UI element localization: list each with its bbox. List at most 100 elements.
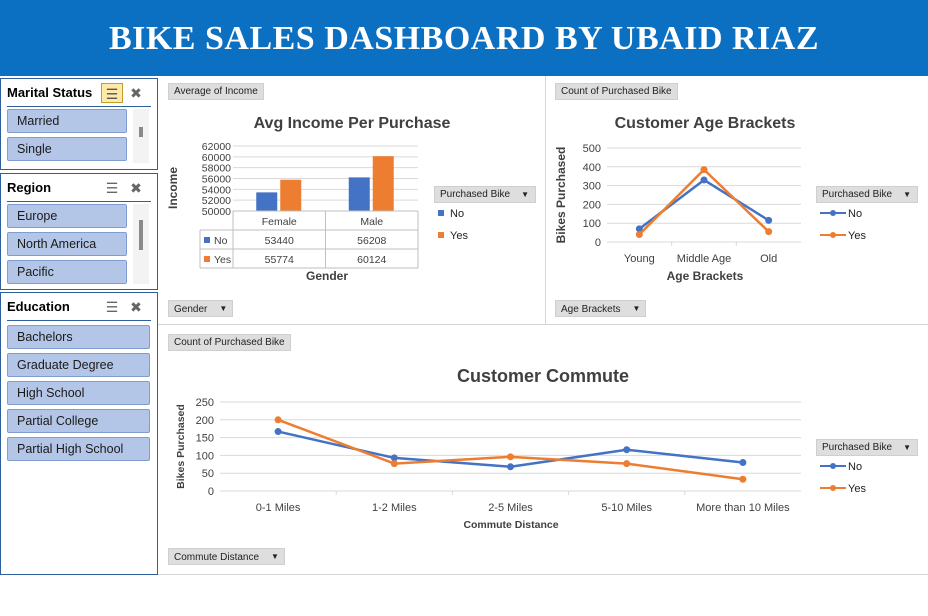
- y-tick-label: 60000: [202, 152, 231, 164]
- multi-select-icon[interactable]: ☰: [105, 180, 119, 196]
- scrollbar[interactable]: [133, 204, 149, 284]
- legend-item-no: No: [820, 208, 862, 220]
- slicer-item-europe[interactable]: Europe: [7, 204, 127, 228]
- legend-swatch-no: [438, 210, 444, 216]
- bar-no-male: [348, 177, 370, 211]
- y-tick-label: 150: [196, 433, 214, 445]
- field-button-count-purchased[interactable]: Count of Purchased Bike: [555, 83, 678, 100]
- slicer-header: Education ☰ ✖: [7, 293, 151, 321]
- data-point-no: [739, 459, 747, 467]
- clear-filter-icon[interactable]: ✖: [130, 85, 142, 101]
- data-label: 56208: [357, 235, 386, 247]
- data-label: 53440: [265, 235, 294, 247]
- slicer-title: Region: [7, 180, 52, 195]
- slicer-item-pacific[interactable]: Pacific: [7, 260, 127, 284]
- data-point-yes: [739, 475, 747, 483]
- legend-filter-purchased-bike[interactable]: Purchased Bike ▼: [434, 186, 536, 203]
- x-tick-label: Old: [760, 253, 777, 265]
- legend-item-yes: Yes: [438, 230, 468, 242]
- table-swatch: [204, 256, 210, 262]
- y-tick-label: 62000: [202, 141, 231, 153]
- x-axis-label: Commute Distance: [463, 519, 558, 531]
- axis-button-age-brackets[interactable]: Age Brackets ▼: [555, 300, 647, 317]
- y-tick-label: 50000: [202, 206, 231, 218]
- axis-button-commute-distance[interactable]: Commute Distance ▼: [168, 548, 285, 565]
- field-button-average-income[interactable]: Average of Income: [168, 83, 264, 100]
- table-row-label: Yes: [214, 254, 231, 266]
- y-tick-label: 0: [208, 486, 214, 498]
- clear-filter-icon[interactable]: ✖: [130, 180, 142, 196]
- x-tick-label: Young: [624, 253, 655, 265]
- x-tick-label: 2-5 Miles: [488, 502, 533, 514]
- slicer-title: Education: [7, 299, 70, 314]
- y-tick-label: 54000: [202, 184, 231, 196]
- data-label: 60124: [357, 254, 386, 266]
- data-point-yes: [274, 416, 282, 424]
- legend-label: Yes: [848, 483, 866, 495]
- chart-title: Customer Age Brackets: [615, 115, 796, 132]
- data-label: 55774: [265, 254, 294, 266]
- legend-item-yes: Yes: [820, 230, 866, 242]
- y-tick-label: 100: [196, 450, 214, 462]
- table-header: Female: [262, 216, 297, 228]
- y-axis-label: Bikes Purchased: [175, 404, 187, 489]
- slicer-item-partial-high-school[interactable]: Partial High School: [7, 437, 150, 461]
- legend-filter-purchased-bike[interactable]: Purchased Bike ▼: [816, 186, 918, 203]
- legend-label: No: [848, 461, 863, 473]
- dashboard-banner: BIKE SALES DASHBOARD BY UBAID RIAZ: [0, 0, 928, 76]
- y-tick-label: 0: [595, 237, 601, 249]
- multi-select-icon[interactable]: ☰: [101, 83, 123, 103]
- y-tick-label: 100: [583, 218, 601, 230]
- slicer-item-partial-college[interactable]: Partial College: [7, 409, 150, 433]
- slicer-education: Education ☰ ✖ Bachelors Graduate Degree …: [0, 292, 158, 575]
- table-row-label: No: [214, 235, 228, 247]
- data-point-yes: [700, 166, 708, 174]
- data-point-yes: [390, 460, 398, 468]
- legend-label: Yes: [848, 230, 866, 242]
- chart-title: Avg Income Per Purchase: [254, 115, 450, 132]
- legend-swatch-yes: [438, 232, 444, 238]
- scrollbar[interactable]: [133, 109, 149, 163]
- slicer-item-high-school[interactable]: High School: [7, 381, 150, 405]
- slicer-item-single[interactable]: Single: [7, 137, 127, 161]
- bar-no-female: [256, 192, 278, 211]
- dropdown-arrow-icon: ▼: [219, 304, 228, 313]
- slicer-marital-status: Marital Status ☰ ✖ Married Single: [0, 78, 158, 170]
- x-tick-label: Middle Age: [677, 253, 731, 265]
- clear-filter-icon[interactable]: ✖: [130, 299, 142, 315]
- x-tick-label: More than 10 Miles: [696, 502, 790, 514]
- data-point-no: [765, 216, 773, 224]
- age-chart: Customer Age Brackets Bikes Purchased 0 100…: [554, 115, 801, 283]
- slicer-item-married[interactable]: Married: [7, 109, 127, 133]
- table-swatch: [204, 237, 210, 243]
- field-button-count-purchased[interactable]: Count of Purchased Bike: [168, 334, 291, 351]
- legend-label: No: [450, 208, 465, 220]
- income-chart: Avg Income Per PurchaseIncome50000520005…: [166, 115, 450, 283]
- data-point-no: [507, 463, 514, 471]
- chart-title: Customer Commute: [457, 366, 629, 386]
- slicer-item-bachelors[interactable]: Bachelors: [7, 325, 150, 349]
- table-header: Male: [360, 216, 383, 228]
- panel-divider: [158, 574, 928, 575]
- x-tick-label: 0-1 Miles: [256, 502, 301, 514]
- dashboard-title: BIKE SALES DASHBOARD BY UBAID RIAZ: [108, 20, 820, 57]
- x-axis-label: Gender: [306, 269, 348, 283]
- bar-yes-male: [372, 156, 394, 211]
- slicer-item-north-america[interactable]: North America: [7, 232, 127, 256]
- commute-chart: Customer Commute Bikes Purchased 0 50 100 150…: [175, 366, 801, 531]
- x-tick-label: 5-10 Miles: [601, 502, 652, 514]
- y-tick-label: 200: [583, 199, 601, 211]
- y-tick-label: 200: [196, 415, 214, 427]
- legend-filter-purchased-bike[interactable]: Purchased Bike ▼: [816, 439, 918, 456]
- y-tick-label: 500: [583, 143, 601, 155]
- legend-title: Purchased Bike: [822, 189, 893, 200]
- slicer-title: Marital Status: [7, 85, 93, 100]
- legend-line-yes: [820, 485, 846, 491]
- axis-button-gender[interactable]: Gender ▼: [168, 300, 234, 317]
- legend-title: Purchased Bike: [822, 442, 893, 453]
- axis-button-label: Commute Distance: [174, 552, 260, 563]
- multi-select-icon[interactable]: ☰: [105, 299, 119, 315]
- data-point-yes: [623, 460, 631, 468]
- slicer-item-graduate-degree[interactable]: Graduate Degree: [7, 353, 150, 377]
- dropdown-arrow-icon: ▼: [632, 304, 641, 313]
